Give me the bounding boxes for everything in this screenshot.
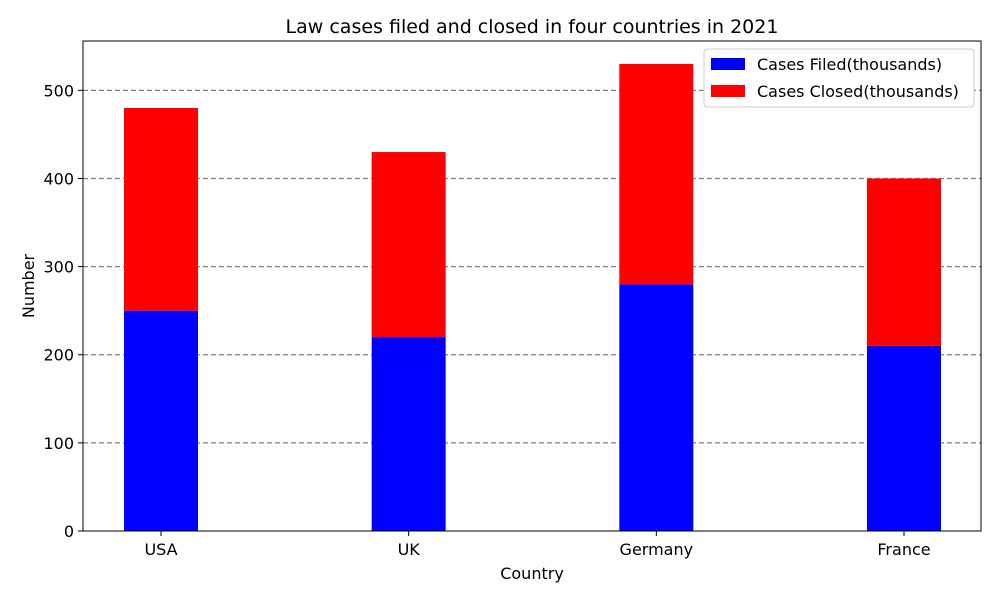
y-tick-label: 0 — [64, 522, 74, 541]
bar-filed-usa — [124, 310, 198, 531]
bars — [124, 63, 941, 531]
x-axis-ticks: USA UK Germany France — [144, 531, 931, 559]
y-axis-ticks: 0 100 200 300 400 500 — [43, 81, 83, 541]
legend: Cases Filed(thousands) Cases Closed(thou… — [703, 48, 975, 108]
bar-closed-germany — [619, 63, 694, 285]
x-axis-title: Country — [500, 564, 564, 583]
bar-closed-france — [867, 178, 941, 346]
chart-title: Law cases filed and closed in four count… — [286, 16, 779, 38]
y-tick-label: 500 — [43, 81, 74, 100]
x-tick-label-usa: USA — [144, 540, 177, 559]
legend-swatch-cases-filed — [711, 58, 745, 70]
bar-filed-uk — [371, 337, 446, 531]
bar-closed-uk — [371, 152, 446, 338]
y-tick-label: 300 — [43, 258, 74, 277]
bar-filed-germany — [619, 284, 694, 531]
y-tick-label: 200 — [43, 346, 74, 365]
y-tick-label: 100 — [43, 434, 74, 453]
bar-closed-usa — [124, 107, 198, 311]
y-axis-title: Number — [19, 253, 38, 318]
legend-box — [703, 48, 975, 108]
legend-label-cases-filed: Cases Filed(thousands) — [757, 55, 942, 74]
x-tick-label-france: France — [877, 540, 930, 559]
grid-lines — [83, 89, 981, 444]
bar-filed-france — [867, 345, 941, 531]
y-tick-label: 400 — [43, 169, 74, 188]
plot-frame — [82, 40, 982, 532]
legend-swatch-cases-closed — [711, 85, 745, 97]
x-tick-label-uk: UK — [398, 540, 421, 559]
x-tick-label-germany: Germany — [620, 540, 694, 559]
legend-label-cases-closed: Cases Closed(thousands) — [757, 82, 959, 101]
